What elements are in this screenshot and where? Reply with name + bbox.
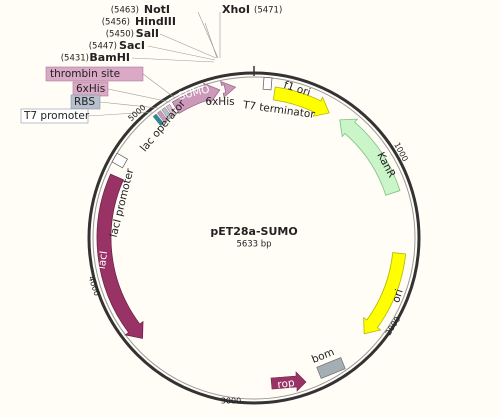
feature-label: lac operator xyxy=(138,97,189,154)
site-name: NotI xyxy=(144,3,170,16)
leader xyxy=(131,57,215,63)
laci-promoter xyxy=(111,152,128,169)
laci-arrow xyxy=(96,173,144,339)
site-position: (5431) xyxy=(61,54,89,64)
site-position: (5447) xyxy=(89,42,117,52)
callout: thrombin site xyxy=(50,68,120,80)
site-position: (5463) xyxy=(111,6,139,16)
site-name: BamHI xyxy=(89,51,130,64)
t7-terminator xyxy=(262,76,273,91)
ruler-label: 2000 xyxy=(384,315,402,337)
callout: 6xHis xyxy=(76,83,105,95)
plasmid-length: 5633 bp xyxy=(236,240,271,250)
site-name: SalI xyxy=(136,27,159,40)
leader xyxy=(204,22,218,59)
callout-box xyxy=(20,108,89,124)
feature-label: rop xyxy=(277,377,296,391)
his-tag xyxy=(220,80,237,98)
small-feature xyxy=(165,104,177,117)
callout: T7 promoter xyxy=(23,110,90,122)
callout-box xyxy=(45,66,144,82)
site-leaders xyxy=(87,11,221,117)
small-feature xyxy=(161,107,173,120)
feature-label: 6xHis xyxy=(205,96,234,108)
small-feature xyxy=(157,110,169,123)
site-name: SacI xyxy=(119,39,145,52)
plasmid-name: pET28a-SUMO xyxy=(210,225,297,238)
features xyxy=(96,66,407,392)
bom xyxy=(316,357,346,379)
sumo-arrow xyxy=(171,82,221,114)
kanr-arrow xyxy=(339,118,401,196)
backbone-inner xyxy=(92,76,416,400)
leader xyxy=(197,11,219,59)
leader xyxy=(99,101,159,109)
small-feature xyxy=(152,113,164,127)
site-name: HindIII xyxy=(135,15,176,28)
leader xyxy=(87,111,153,117)
callout: RBS xyxy=(74,96,95,108)
leader xyxy=(147,45,216,61)
site-position: (5456) xyxy=(102,18,130,28)
ruler-label: 4000 xyxy=(87,275,102,297)
rop-arrow xyxy=(270,371,307,392)
leader xyxy=(142,73,176,99)
leader xyxy=(159,33,217,59)
leader xyxy=(107,88,171,103)
backbone-outer xyxy=(87,71,421,405)
ori-arrow xyxy=(363,252,407,335)
feature-label: ori xyxy=(390,288,406,305)
site-position: (5471) xyxy=(254,6,282,16)
ruler-label: 3000 xyxy=(221,397,241,406)
site-name: XhoI xyxy=(222,3,250,16)
feature-label: lacI xyxy=(96,250,110,270)
f1-ori-arrow xyxy=(272,86,330,117)
site-position: (5450) xyxy=(106,30,134,40)
